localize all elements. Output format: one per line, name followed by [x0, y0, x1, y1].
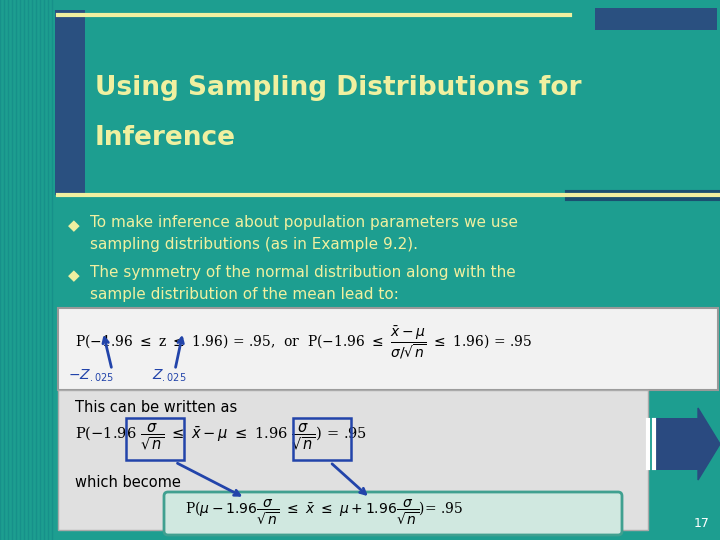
Text: Using Sampling Distributions for: Using Sampling Distributions for — [95, 75, 582, 101]
Text: Inference: Inference — [95, 125, 236, 151]
FancyBboxPatch shape — [58, 308, 718, 390]
Text: sampling distributions (as in Example 9.2).: sampling distributions (as in Example 9.… — [90, 237, 418, 252]
Text: ◆: ◆ — [68, 268, 80, 283]
Text: To make inference about population parameters we use: To make inference about population param… — [90, 215, 518, 230]
Text: sample distribution of the mean lead to:: sample distribution of the mean lead to: — [90, 287, 399, 302]
Text: P($-$1.96 $\leq$ z $\leq$ 1.96) = .95,  or  P($-$1.96 $\leq$ $\dfrac{\bar{x}-\mu: P($-$1.96 $\leq$ z $\leq$ 1.96) = .95, o… — [75, 325, 532, 361]
Text: This can be written as: This can be written as — [75, 400, 238, 415]
Text: $Z_{.025}$: $Z_{.025}$ — [152, 368, 186, 384]
Text: ◆: ◆ — [68, 218, 80, 233]
Text: P($\mu - 1.96\dfrac{\sigma}{\sqrt{n}}$ $\leq$ $\bar{x}$ $\leq$ $\mu + 1.96\dfrac: P($\mu - 1.96\dfrac{\sigma}{\sqrt{n}}$ $… — [185, 498, 463, 527]
FancyBboxPatch shape — [656, 418, 698, 470]
Text: which become: which become — [75, 475, 181, 490]
Polygon shape — [698, 408, 720, 480]
FancyBboxPatch shape — [58, 390, 648, 530]
FancyBboxPatch shape — [55, 10, 85, 195]
FancyBboxPatch shape — [164, 492, 622, 535]
Text: The symmetry of the normal distribution along with the: The symmetry of the normal distribution … — [90, 265, 516, 280]
FancyBboxPatch shape — [595, 8, 717, 30]
Text: P($-$1.96 $\dfrac{\sigma}{\sqrt{n}}$ $\leq$ $\bar{x}-\mu$ $\leq$ 1.96 $\dfrac{\s: P($-$1.96 $\dfrac{\sigma}{\sqrt{n}}$ $\l… — [75, 422, 367, 453]
Text: 17: 17 — [694, 517, 710, 530]
Text: $-Z_{.025}$: $-Z_{.025}$ — [68, 368, 114, 384]
